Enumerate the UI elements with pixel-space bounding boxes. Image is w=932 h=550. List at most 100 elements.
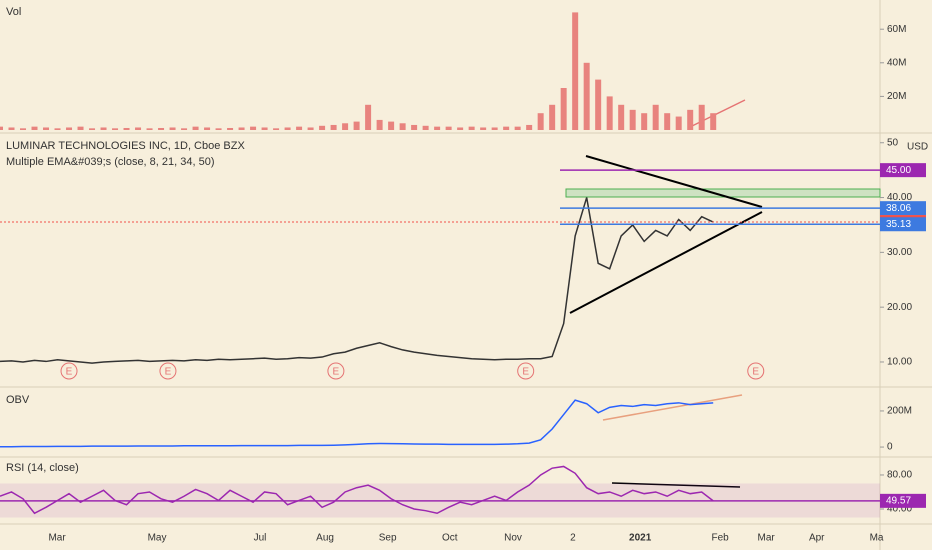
pane-title: LUMINAR TECHNOLOGIES INC, 1D, Cboe BZX [6,140,245,152]
x-tick-label: Apr [809,533,825,544]
earnings-marker [159,362,177,380]
price-tag-label: 45.00 [886,165,911,176]
volume-bar [710,113,717,130]
volume-bar [238,127,245,130]
volume-bar [100,127,107,130]
volume-bar [445,126,452,130]
volume-bar [457,127,464,130]
volume-bar [89,128,96,130]
volume-bar [537,113,544,130]
trendline [602,394,743,421]
volume-bar [112,128,119,130]
volume-bar [388,121,395,130]
price-tag-label: 49.57 [886,495,911,506]
volume-bar [399,123,406,130]
y-tick-label: 10.00 [887,357,912,368]
x-tick-label: Mar [48,533,66,544]
zone [565,188,881,198]
volume-bar [342,123,349,130]
volume-bar [181,128,188,130]
price-tag [880,163,926,178]
y-tick-label: 200M [887,406,912,417]
y-tick-label: 0 [887,442,893,453]
volume-bar [20,128,27,130]
y-tick-label: 40.00 [887,504,912,515]
volume-bar [284,127,291,130]
x-tick-label: Jul [254,533,267,544]
volume-bar [261,127,268,130]
x-tick-label: Nov [504,533,522,544]
volume-bar [273,128,280,130]
volume-bar [353,121,360,130]
volume-bar [422,125,429,130]
volume-bar [698,104,705,130]
price-tag-label: 35.13 [886,219,911,230]
volume-bar [307,127,314,130]
volume-bar [664,113,671,130]
x-tick-label: 2021 [629,533,652,544]
pane-subtitle: Multiple EMA&#039;s (close, 8, 21, 34, 5… [6,156,215,168]
volume-bar [66,127,73,130]
volume-bar [31,126,38,130]
earnings-label: E [522,367,529,378]
y-tick-label: 30.00 [887,247,912,258]
price-tag [880,201,926,216]
volume-bar [250,126,257,130]
volume-bar [77,126,84,130]
volume-bar [503,126,510,130]
volume-bar [687,109,694,130]
volume-bar [123,127,130,130]
volume-bar [572,12,579,130]
price-tag [880,217,926,232]
volume-bar [8,127,15,130]
volume-bar [54,128,61,130]
earnings-marker [747,362,765,380]
volume-bar [641,113,648,130]
volume-bar [595,79,602,130]
volume-bar [319,125,326,130]
volume-bar [204,127,211,130]
trendline [611,482,741,488]
trendline [569,211,763,314]
volume-bar [526,124,533,130]
volume-bar [560,88,567,130]
volume-bar [376,119,383,130]
volume-bar [215,128,222,130]
x-tick-label: 2 [570,533,576,544]
y-tick-label: 20.00 [887,302,912,313]
earnings-marker [327,362,345,380]
series-line [0,399,714,448]
pane-title: OBV [6,394,30,406]
x-tick-label: May [148,533,167,544]
earnings-label: E [66,367,73,378]
unit-label: USD [907,142,928,153]
volume-bar [411,124,418,130]
price-tag [880,493,926,508]
pane-title: RSI (14, close) [6,462,79,474]
volume-bar [606,96,613,130]
volume-bar [583,62,590,130]
y-tick-label: 40M [887,57,906,68]
volume-bar [434,126,441,130]
volume-bar [135,127,142,130]
volume-bar [365,104,372,130]
earnings-marker [60,362,78,380]
earnings-label: E [752,367,759,378]
volume-bar [468,126,475,130]
x-tick-label: Sep [379,533,397,544]
x-tick-label: Mar [758,533,776,544]
trendline [585,155,763,208]
y-tick-label: 50 [887,137,899,148]
volume-bar [330,124,337,130]
volume-bar [618,104,625,130]
volume-bar [514,126,521,130]
volume-bar [296,126,303,130]
earnings-label: E [165,367,172,378]
volume-bar [169,127,176,130]
volume-bar [480,127,487,130]
price-tag-label: 38.06 [886,203,911,214]
x-tick-label: Aug [316,533,334,544]
y-tick-label: 40.00 [887,192,912,203]
pane-title: Vol [6,6,21,18]
